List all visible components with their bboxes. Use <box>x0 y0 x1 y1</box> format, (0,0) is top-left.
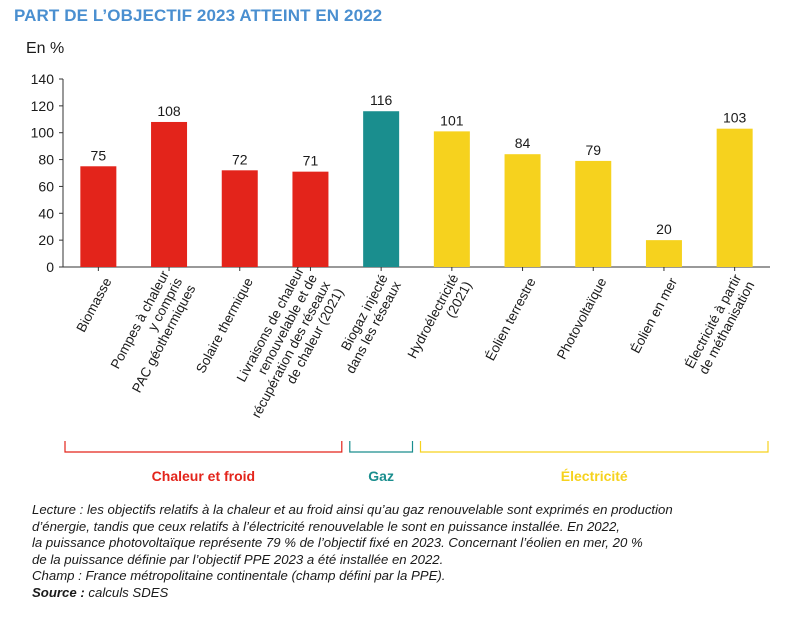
y-axis-unit-label: En % <box>26 40 65 57</box>
x-category-label-line: Éolien terrestre <box>483 275 539 363</box>
note-line: de la puissance définie par l’objectif P… <box>32 551 444 567</box>
group-label: Chaleur et froid <box>152 468 255 484</box>
y-tick-label: 40 <box>38 205 54 221</box>
group-label: Électricité <box>561 468 628 484</box>
chart-notes: Lecture : les objectifs relatifs à la ch… <box>32 502 782 602</box>
y-tick-label: 60 <box>38 178 54 194</box>
bar-value-label: 75 <box>91 147 107 163</box>
x-category-label: Biomasse <box>73 275 114 334</box>
x-category-label: Hydroélectricité(2021) <box>404 272 474 361</box>
bar-value-label: 20 <box>656 221 672 237</box>
bar-value-label: 116 <box>370 92 393 108</box>
note-line: la puissance photovoltaïque représente 7… <box>32 535 643 551</box>
note-line: Lecture : les objectifs relatifs à la ch… <box>32 502 673 517</box>
bar-chart: 0 20 40 60 80 100 120 140 75 Biomasse 108 Pompes à … <box>31 71 770 484</box>
x-category-label: Photovoltaïque <box>554 275 610 362</box>
bar <box>80 166 117 267</box>
group-bracket <box>349 441 414 453</box>
bar <box>575 160 612 267</box>
bar <box>645 240 682 267</box>
bar-value-label: 103 <box>723 110 747 126</box>
y-tick-label: 20 <box>38 232 54 248</box>
bar <box>363 111 400 267</box>
bar <box>433 131 470 267</box>
bar-value-label: 84 <box>515 135 531 151</box>
y-tick-label: 100 <box>31 125 55 141</box>
source-line: Source : calculs SDES <box>32 585 782 602</box>
source-text: calculs SDES <box>84 584 169 600</box>
chart-title: PART DE L’OBJECTIF 2023 ATTEINT EN 2022 <box>14 6 383 25</box>
group-bracket <box>419 441 769 453</box>
bar <box>292 171 329 267</box>
x-category-label-line: Photovoltaïque <box>554 275 610 362</box>
x-category-label: Éolien en mer <box>628 275 681 356</box>
y-tick-label: 120 <box>31 98 55 114</box>
y-tick-label: 0 <box>46 259 54 275</box>
bar-value-label: 101 <box>440 112 464 128</box>
bar-value-label: 72 <box>232 151 248 167</box>
note-line: d’énergie, tandis que ceux relatifs à l’… <box>32 518 620 534</box>
x-category-label: Éolien terrestre <box>483 275 539 363</box>
group-bracket <box>64 441 343 453</box>
source-label: Source : <box>32 584 85 600</box>
bar <box>221 170 258 267</box>
y-tick-label: 80 <box>38 152 54 168</box>
x-category-label-line: Biomasse <box>73 275 114 334</box>
bar <box>716 128 753 267</box>
bar-value-label: 79 <box>585 142 601 158</box>
bar-value-label: 108 <box>157 103 181 119</box>
bar <box>504 154 541 267</box>
x-category-label-line: Éolien en mer <box>628 275 681 356</box>
bar <box>151 121 188 267</box>
note-line: Champ : France métropolitaine continenta… <box>32 568 446 584</box>
y-tick-label: 140 <box>31 71 55 87</box>
group-label: Gaz <box>368 468 394 484</box>
bar-value-label: 71 <box>303 153 319 169</box>
